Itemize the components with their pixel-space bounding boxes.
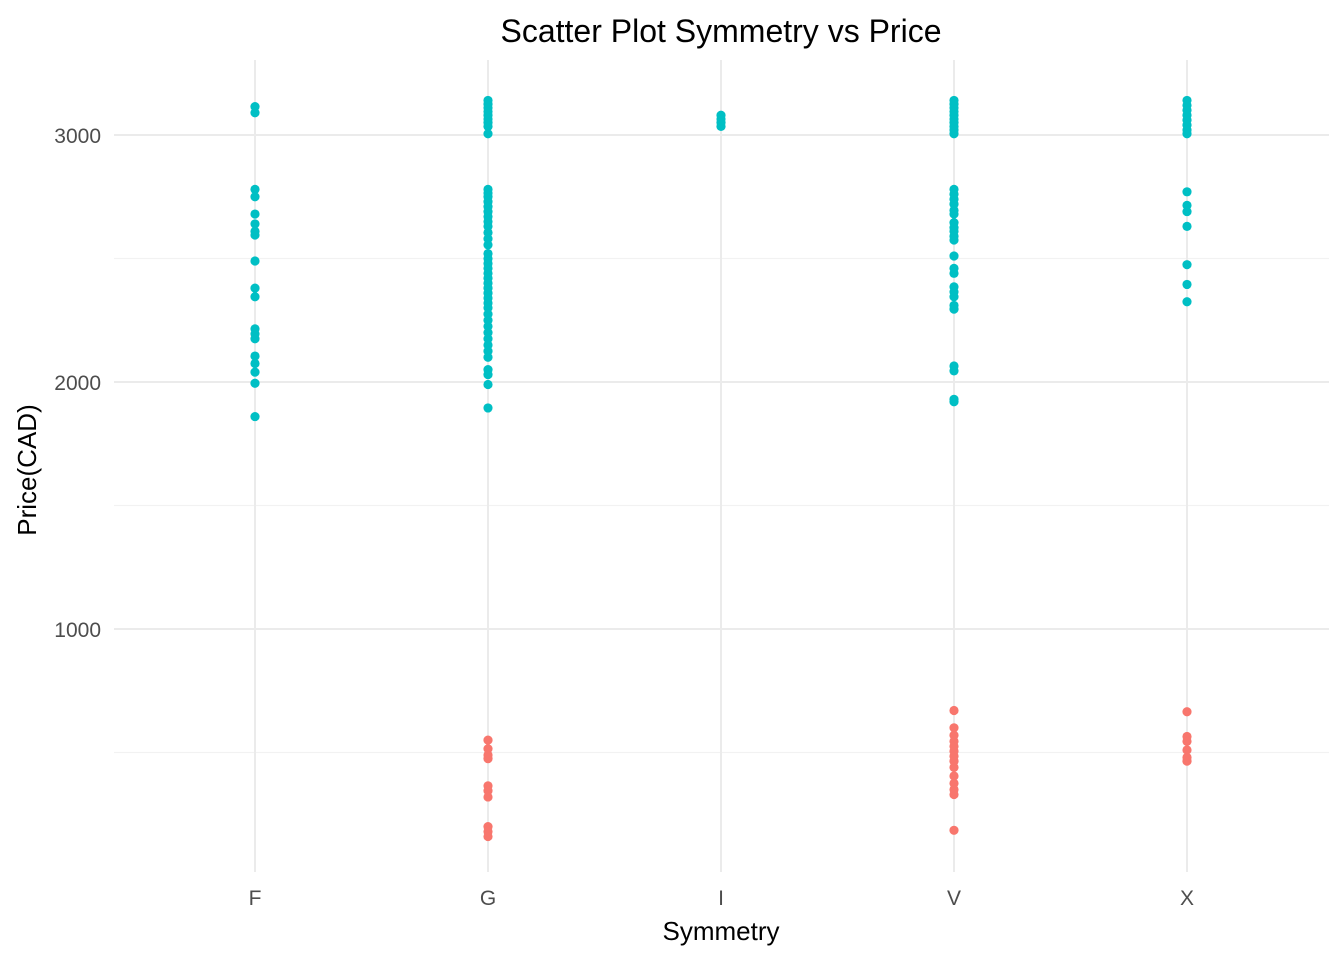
data-point	[483, 369, 493, 380]
data-point	[483, 352, 493, 362]
data-point	[483, 403, 493, 413]
data-point	[250, 378, 260, 388]
data-point	[949, 129, 959, 139]
tick-labels: 1000 2000 3000 F G I V X	[54, 125, 1194, 910]
data-point	[483, 121, 493, 131]
data-point	[949, 762, 959, 772]
y-axis-title: Price(CAD)	[12, 404, 42, 535]
data-point	[1182, 187, 1192, 197]
data-point	[1182, 279, 1192, 290]
x-tick-label: I	[718, 887, 724, 910]
data-point	[1182, 745, 1192, 755]
data-point	[483, 792, 493, 802]
data-point	[483, 379, 493, 390]
data-point	[483, 735, 493, 745]
data-point	[949, 789, 959, 800]
grid-lines	[114, 60, 1329, 872]
x-tick-label: X	[1180, 887, 1194, 910]
y-tick-label: 1000	[54, 619, 101, 642]
data-point	[250, 283, 260, 293]
data-point	[949, 771, 959, 781]
data-point	[250, 367, 260, 377]
data-point	[250, 192, 260, 202]
data-point	[949, 304, 959, 314]
data-point	[716, 121, 726, 131]
data-point	[1182, 736, 1192, 746]
data-point	[1182, 129, 1192, 139]
data-point	[250, 108, 260, 118]
data-point	[1182, 221, 1192, 231]
chart-title: Scatter Plot Symmetry vs Price	[501, 13, 942, 49]
data-point	[250, 209, 260, 219]
data-point	[250, 219, 260, 229]
data-point	[483, 831, 493, 842]
data-point	[1182, 707, 1192, 717]
data-point	[949, 705, 959, 716]
data-point	[1182, 756, 1192, 766]
data-point	[949, 268, 959, 278]
data-point	[250, 358, 260, 369]
data-point	[483, 129, 493, 139]
data-point	[483, 754, 493, 764]
data-point	[250, 292, 260, 302]
x-tick-label: V	[947, 887, 961, 910]
data-point	[250, 411, 260, 422]
data-point	[949, 366, 959, 376]
data-point	[1182, 206, 1192, 217]
data-point	[1182, 297, 1192, 307]
data-point	[949, 397, 959, 407]
data-point	[949, 235, 959, 245]
data-point	[250, 184, 260, 194]
x-tick-label: F	[249, 887, 262, 910]
data-point	[250, 256, 260, 266]
data-point	[949, 209, 959, 219]
data-point	[949, 251, 959, 261]
data-point	[250, 230, 260, 240]
data-point	[1182, 260, 1192, 270]
data-point	[949, 825, 959, 835]
data-point	[949, 292, 959, 302]
data-point	[483, 240, 493, 250]
data-point	[250, 351, 260, 361]
y-tick-label: 3000	[54, 125, 101, 148]
data-point	[949, 723, 959, 733]
y-tick-label: 2000	[54, 372, 101, 395]
data-point	[250, 334, 260, 344]
x-axis-title: Symmetry	[663, 916, 780, 946]
x-tick-label: G	[480, 887, 496, 910]
data-points	[250, 95, 1192, 842]
